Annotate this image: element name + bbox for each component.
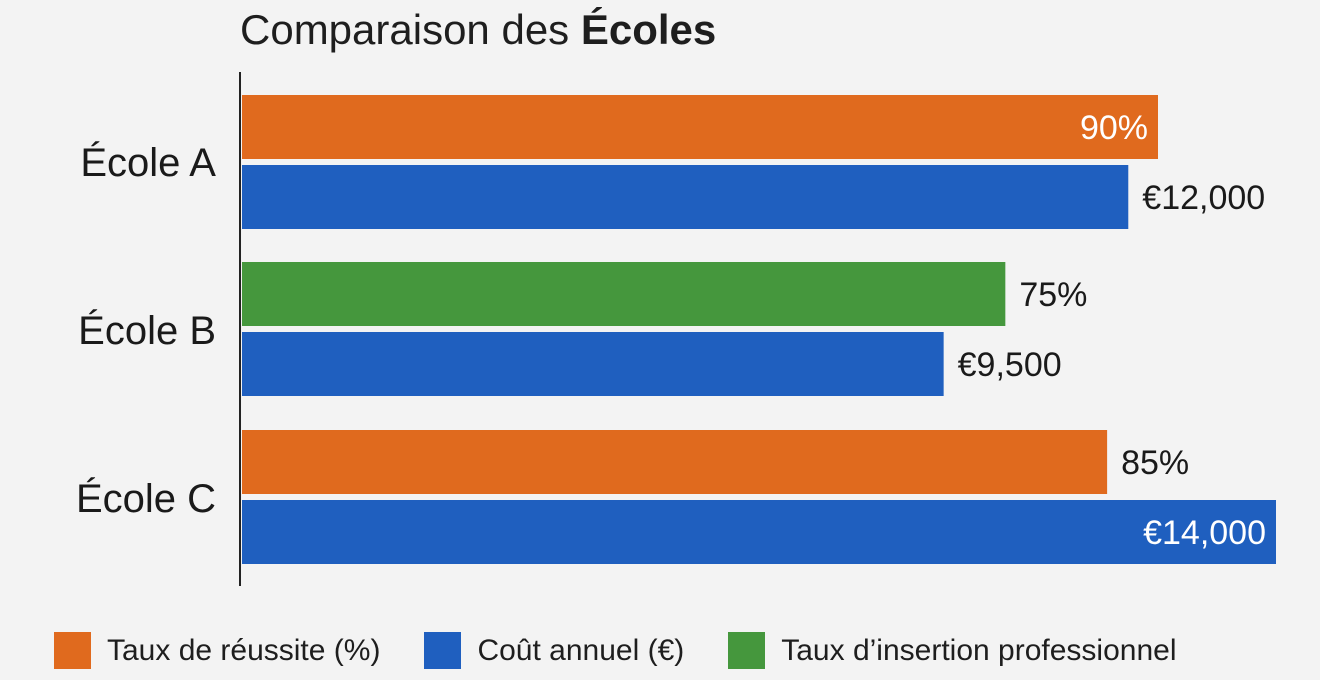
data-label-ecole-b-cout: €9,500	[958, 346, 1062, 384]
legend-label: Coût annuel (€)	[477, 633, 685, 667]
legend-swatch-orange	[54, 632, 91, 669]
category-label-ecole-b: École B	[78, 308, 216, 353]
data-label-ecole-c-cout: €14,000	[1143, 514, 1266, 552]
legend-item-taux-insertion: Taux d’insertion professionnel	[728, 632, 1176, 669]
category-label-ecole-c: École C	[76, 476, 216, 521]
data-label-ecole-b-taux: 75%	[1019, 276, 1087, 314]
bar-ecole-a-cout	[242, 165, 1129, 229]
legend-label: Taux de réussite (%)	[107, 633, 381, 667]
bar-ecole-c-taux	[242, 430, 1108, 494]
data-label-ecole-a-cout: €12,000	[1142, 179, 1265, 217]
bar-ecole-a-taux	[242, 95, 1158, 159]
legend-item-cout-annuel: Coût annuel (€)	[424, 632, 684, 669]
legend-label: Taux d’insertion professionnel	[781, 633, 1177, 667]
legend: Taux de réussite (%) Coût annuel (€) Tau…	[54, 632, 1176, 669]
bar-ecole-b-cout	[242, 332, 944, 396]
data-label-ecole-c-taux: 85%	[1121, 444, 1189, 482]
category-label-ecole-a: École A	[80, 140, 216, 185]
bars-layer	[242, 95, 1276, 564]
chart-title-regular: Comparaison des	[240, 6, 570, 53]
bar-ecole-b-taux	[242, 262, 1006, 326]
legend-swatch-green	[728, 632, 766, 669]
data-label-ecole-a-taux: 90%	[1080, 109, 1148, 147]
legend-swatch-blue	[424, 632, 462, 669]
labels-layer: École A École B École C 90% €12,000 75% €9,500…	[76, 109, 1266, 552]
bar-ecole-c-cout	[242, 500, 1276, 564]
legend-item-taux-reussite: Taux de réussite (%)	[54, 632, 380, 669]
bar-chart: École A École B École C 90% €12,000 75% €9,500…	[76, 72, 1276, 586]
chart-title-bold: Écoles	[580, 6, 717, 53]
chart-title: Comparaison des Écoles	[240, 4, 716, 56]
